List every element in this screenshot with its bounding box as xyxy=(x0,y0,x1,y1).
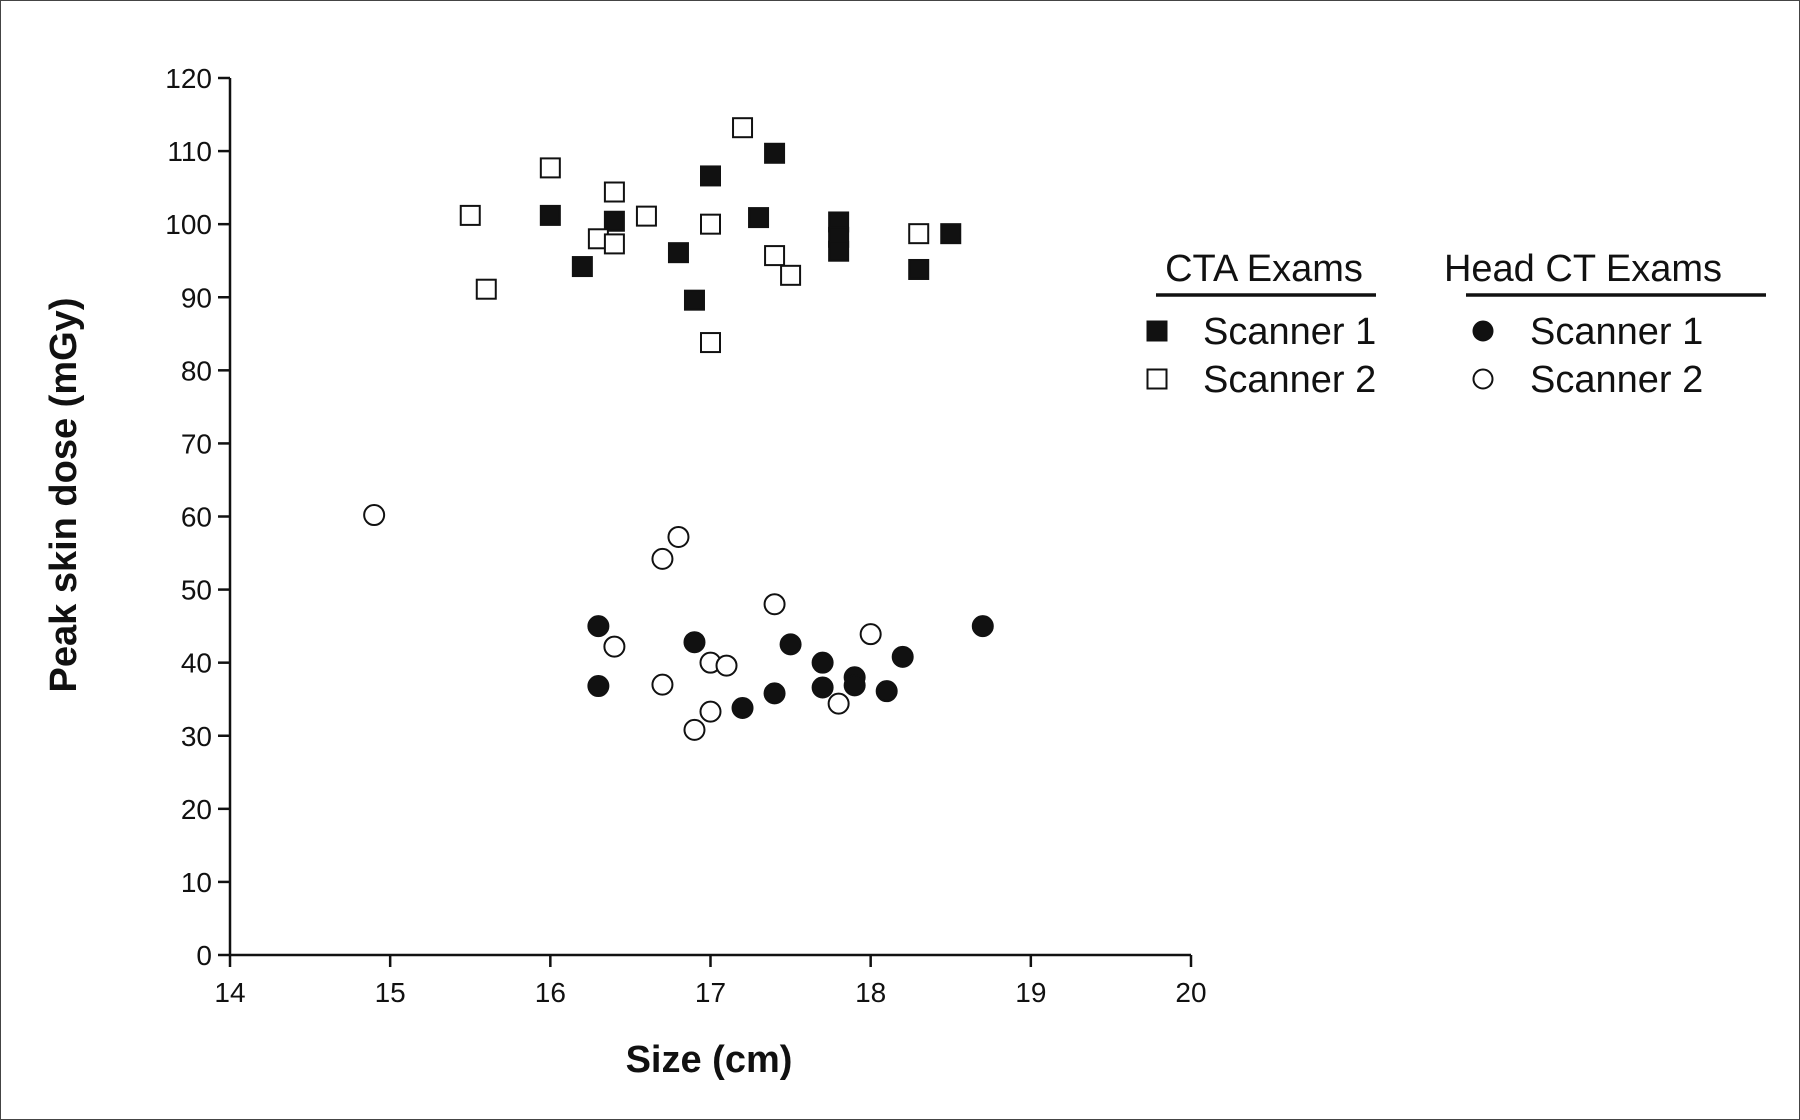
square-point xyxy=(764,142,786,164)
circle-point xyxy=(715,654,738,677)
square-point xyxy=(828,240,850,262)
square-point xyxy=(732,117,754,139)
circle-point xyxy=(971,615,994,638)
y-tick-label: 70 xyxy=(181,428,212,459)
circle-point xyxy=(587,675,610,698)
y-tick-label: 50 xyxy=(181,575,212,606)
y-tick-label: 10 xyxy=(181,867,212,898)
y-tick-label: 30 xyxy=(181,721,212,752)
circle-point xyxy=(651,673,674,696)
circle-point xyxy=(363,504,386,527)
x-tick-label: 14 xyxy=(214,977,245,1008)
legend-group-cta-exams: CTA Exams Scanner 1 Scanner 2 xyxy=(1146,248,1376,401)
x-tick-label: 18 xyxy=(855,977,886,1008)
legend-group-title: CTA Exams xyxy=(1165,248,1363,290)
circle-point xyxy=(859,623,882,646)
square-point xyxy=(764,245,786,267)
square-point xyxy=(635,205,657,227)
y-tick-label: 110 xyxy=(167,136,212,167)
legend-square-marker xyxy=(1146,320,1168,342)
square-point xyxy=(667,242,689,264)
circle-point xyxy=(683,631,706,654)
circle-point xyxy=(731,696,754,719)
circle-point xyxy=(891,645,914,668)
circle-point xyxy=(811,676,834,699)
square-point xyxy=(780,264,802,286)
square-point xyxy=(700,213,721,235)
x-tick-label: 19 xyxy=(1015,977,1046,1008)
circle-point xyxy=(603,635,626,658)
y-tick-label: 60 xyxy=(181,502,212,533)
circle-point xyxy=(683,718,706,741)
legend-group-title: Head CT Exams xyxy=(1444,248,1722,290)
square-point xyxy=(603,233,625,255)
square-point xyxy=(748,207,770,229)
x-tick-label: 17 xyxy=(695,977,726,1008)
circle-point xyxy=(827,692,850,715)
series-head-ct-exams-scanner-1 xyxy=(587,615,994,719)
square-point xyxy=(603,181,625,203)
square-point xyxy=(475,278,497,300)
square-point xyxy=(571,256,593,278)
y-tick-label: 40 xyxy=(181,648,212,679)
square-point xyxy=(908,258,930,280)
legend-label: Scanner 2 xyxy=(1203,359,1376,401)
legend-label: Scanner 1 xyxy=(1203,311,1376,353)
series-cta-exams-scanner-1 xyxy=(539,142,962,311)
square-point xyxy=(603,210,625,232)
square-point xyxy=(908,223,930,245)
y-tick-label: 0 xyxy=(196,940,212,971)
circle-point xyxy=(763,593,786,616)
y-axis-title: Peak skin dose (mGy) xyxy=(43,298,85,693)
square-point xyxy=(940,223,962,245)
legend-circle-marker xyxy=(1472,368,1494,390)
circle-point xyxy=(811,651,834,674)
square-point xyxy=(459,204,481,226)
circle-point xyxy=(779,633,802,656)
circle-point xyxy=(843,674,866,697)
square-point xyxy=(683,289,705,311)
circle-point xyxy=(763,682,786,705)
legend-square-marker xyxy=(1146,368,1168,390)
x-tick-label: 16 xyxy=(535,977,566,1008)
square-point xyxy=(700,332,721,354)
legend-circle-marker xyxy=(1472,320,1494,342)
legend-group-head-ct-exams: Head CT Exams Scanner 1 Scanner 2 xyxy=(1444,248,1766,401)
legend-label: Scanner 1 xyxy=(1530,311,1703,353)
x-tick-label: 15 xyxy=(375,977,406,1008)
y-tick-label: 120 xyxy=(165,63,212,94)
circle-point xyxy=(587,615,610,638)
circle-point xyxy=(875,680,898,703)
series-cta-exams-scanner-2 xyxy=(459,117,930,354)
data-points xyxy=(363,117,994,741)
y-tick-label: 80 xyxy=(181,355,212,386)
legend-label: Scanner 2 xyxy=(1530,359,1703,401)
y-tick-label: 20 xyxy=(181,794,212,825)
square-point xyxy=(700,165,721,187)
axes: 14 15 16 17 18 19 20 0 10 20 30 40 50 60 70 80 90 100 110 1… xyxy=(165,63,1206,1008)
square-point xyxy=(539,204,561,226)
series-head-ct-exams-scanner-2 xyxy=(363,504,882,741)
circle-point xyxy=(667,525,690,548)
x-axis-title: Size (cm) xyxy=(626,1039,793,1081)
circle-point xyxy=(651,547,674,570)
square-point xyxy=(539,157,561,179)
y-tick-label: 90 xyxy=(181,282,212,313)
x-tick-label: 20 xyxy=(1175,977,1206,1008)
circle-point xyxy=(699,700,722,723)
y-tick-label: 100 xyxy=(165,209,212,240)
